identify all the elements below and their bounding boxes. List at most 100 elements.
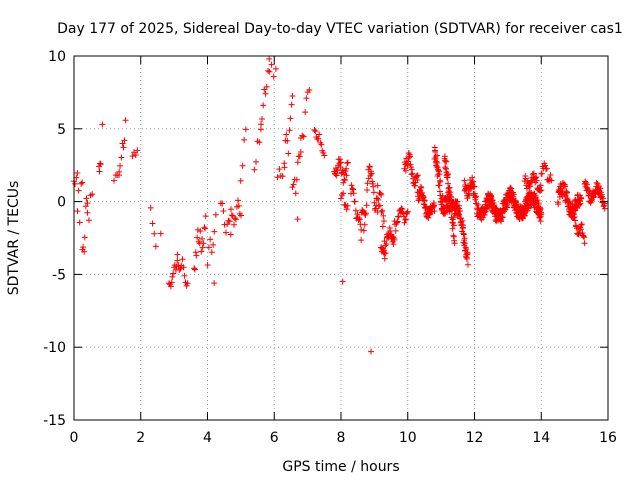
data-point [364,187,371,194]
data-point [81,248,88,255]
data-point [538,211,545,218]
data-point [395,213,402,220]
data-point [344,160,351,167]
data-point [129,153,136,160]
data-point [548,177,555,184]
data-point [120,144,127,151]
data-point [97,160,104,167]
data-point [312,128,319,135]
data-point [360,227,367,234]
data-point [176,266,183,273]
data-point [471,183,478,190]
y-tick-label: 0 [57,195,66,211]
data-point [79,179,86,186]
data-point [288,101,295,108]
data-point [370,183,377,190]
data-point [294,216,301,223]
data-point [398,205,405,212]
data-point [198,248,205,255]
data-point [491,202,498,209]
data-point [433,163,440,170]
data-point [167,283,174,290]
data-point [232,216,239,223]
data-point [339,278,346,285]
data-point [340,179,347,186]
data-point [80,244,87,251]
data-point [498,218,505,225]
data-point [258,121,265,128]
x-tick-label: 12 [466,430,484,446]
data-point [343,206,350,213]
data-point [191,265,198,272]
data-point [111,177,118,184]
data-point [368,170,375,177]
x-tick-label: 2 [136,430,145,446]
data-point [318,141,325,148]
data-point [413,172,420,179]
data-point [450,214,457,221]
data-point [588,197,595,204]
data-point [222,229,229,236]
data-point [464,250,471,257]
data-point [195,238,202,245]
data-point [404,209,411,216]
data-point [197,228,204,235]
data-point [343,172,350,179]
data-point [294,159,301,166]
data-point [404,162,411,169]
data-point [584,184,591,191]
data-point [562,183,569,190]
data-point [84,209,91,216]
data-point [228,212,235,219]
data-point [284,137,291,144]
data-point [442,157,449,164]
data-point [320,149,327,156]
data-point [237,177,244,184]
data-point [469,174,476,181]
data-point [341,177,348,184]
data-point [534,197,541,204]
data-point [533,177,540,184]
data-point [571,213,578,220]
data-point [316,131,323,138]
data-point [422,205,429,212]
data-point [532,175,539,182]
data-point [420,194,427,201]
data-point [392,227,399,234]
data-point [83,195,90,202]
data-point [435,167,442,174]
data-point [399,205,406,212]
data-point [409,170,416,177]
data-point [538,187,545,194]
data-point [184,280,191,287]
data-point [81,234,88,241]
data-point [157,230,164,237]
data-point [390,234,397,241]
data-point [474,201,481,208]
data-point [376,202,383,209]
x-tick-label: 8 [337,430,346,446]
data-point [578,221,585,228]
data-point [292,190,299,197]
data-point [555,201,562,208]
data-point [426,210,433,217]
data-point [442,209,449,216]
data-point [437,177,444,184]
data-point [530,170,537,177]
data-point [383,241,390,248]
data-point [461,235,468,242]
x-tick-label: 0 [70,430,79,446]
data-point [432,148,439,155]
data-point [152,243,159,250]
x-tick-label: 10 [399,430,417,446]
data-point [174,251,181,258]
data-point [96,168,103,175]
data-point [257,126,264,133]
data-point [382,250,389,257]
data-point [194,234,201,241]
data-point [174,257,181,264]
data-point [337,195,344,202]
data-point [381,255,388,262]
data-point [333,172,340,179]
data-point [593,179,600,186]
